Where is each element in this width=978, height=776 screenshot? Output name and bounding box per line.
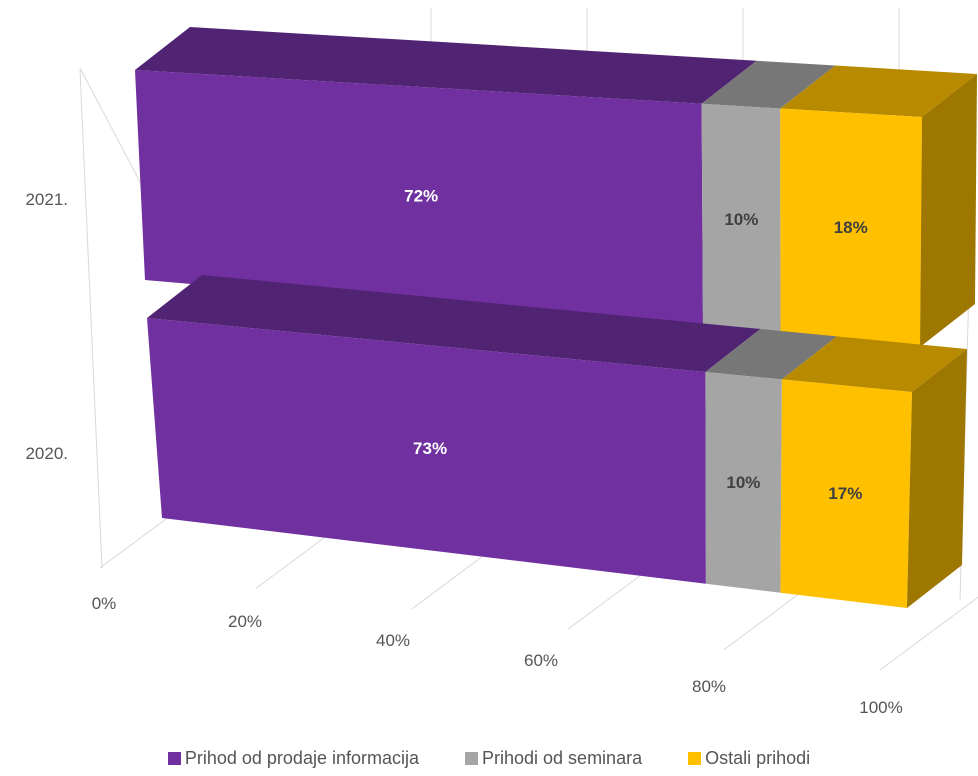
bar-segment-0-0 bbox=[135, 70, 703, 329]
x-tick-label: 20% bbox=[228, 612, 262, 631]
bar-top-1-2 bbox=[781, 336, 967, 392]
category-label: 2021. bbox=[25, 190, 68, 209]
bar-segment-1-1 bbox=[705, 372, 782, 593]
bar-segment-1-2 bbox=[780, 379, 912, 608]
x-tick-label: 40% bbox=[376, 631, 410, 650]
legend-label-seminari: Prihodi od seminara bbox=[482, 748, 643, 768]
legend-swatch-ostali bbox=[688, 752, 702, 765]
category-label: 2020. bbox=[25, 444, 68, 463]
data-label-0-1: 10% bbox=[724, 210, 758, 229]
legend-item-ostali: Ostali prihodi bbox=[688, 748, 810, 769]
data-label-1-1: 10% bbox=[726, 473, 760, 492]
legend-swatch-seminari bbox=[465, 752, 478, 765]
legend: Prihod od prodaje informacija Prihodi od… bbox=[0, 748, 978, 769]
x-tick-label: 60% bbox=[524, 651, 558, 670]
x-tick-label: 80% bbox=[692, 677, 726, 696]
bar-top-0-0 bbox=[135, 27, 757, 104]
legend-swatch-prodaja bbox=[167, 752, 181, 765]
bar-segment-0-2 bbox=[780, 108, 922, 347]
bar-top-0-2 bbox=[780, 65, 977, 117]
x-tick-label: 0% bbox=[92, 594, 117, 613]
data-label-0-0: 72% bbox=[404, 187, 438, 206]
legend-label-prodaja: Prihod od prodaje informacija bbox=[184, 748, 419, 768]
x-tick-label: 100% bbox=[859, 698, 902, 717]
data-label-1-2: 17% bbox=[828, 484, 862, 503]
bar-end-1 bbox=[907, 349, 967, 608]
floor-gridline bbox=[879, 596, 978, 671]
legend-item-prodaja: Prihod od prodaje informacija bbox=[167, 748, 419, 769]
data-label-0-2: 18% bbox=[834, 218, 868, 237]
data-label-1-0: 73% bbox=[413, 439, 447, 458]
legend-item-seminari: Prihodi od seminara bbox=[465, 748, 642, 769]
bar-top-0-1 bbox=[701, 60, 836, 109]
bar-segment-1-0 bbox=[147, 318, 706, 584]
bar-top-1-0 bbox=[147, 275, 761, 372]
axis-line-left bbox=[79, 69, 103, 569]
bar-segment-0-1 bbox=[701, 103, 781, 335]
legend-label-ostali: Ostali prihodi bbox=[705, 748, 811, 768]
bar-top-1-1 bbox=[705, 329, 837, 380]
bar-end-0 bbox=[920, 74, 977, 347]
